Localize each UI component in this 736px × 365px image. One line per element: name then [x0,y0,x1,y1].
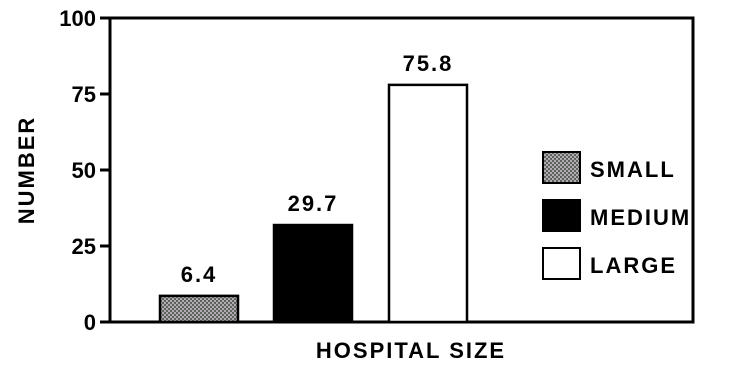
data-label-medium: 29.7 [288,191,339,216]
y-tick-label: 75 [72,82,96,107]
y-tick-label: 50 [72,158,96,183]
data-label-large: 75.8 [403,51,454,76]
bar-large [387,83,469,324]
data-labels-group: 6.4 29.7 75.8 [181,51,454,287]
y-tick-label: 25 [72,234,96,259]
y-axis-ticks: 0 25 50 75 100 [59,6,110,335]
data-label-small: 6.4 [181,262,218,287]
legend-label-large: LARGE [590,253,677,278]
y-tick-label: 0 [84,310,96,335]
y-tick-label: 100 [59,6,96,31]
y-axis-title: NUMBER [14,116,39,225]
bar-medium [272,223,354,324]
x-axis-title: HOSPITAL SIZE [316,338,506,363]
legend-swatch-large [542,247,581,280]
legend-label-small: SMALL [590,157,676,182]
bars-group [158,83,469,324]
legend-swatch-medium [542,199,581,232]
legend: SMALL MEDIUM LARGE [542,151,691,280]
legend-swatch-small [542,151,581,184]
bar-small [158,294,240,324]
legend-label-medium: MEDIUM [590,205,691,230]
